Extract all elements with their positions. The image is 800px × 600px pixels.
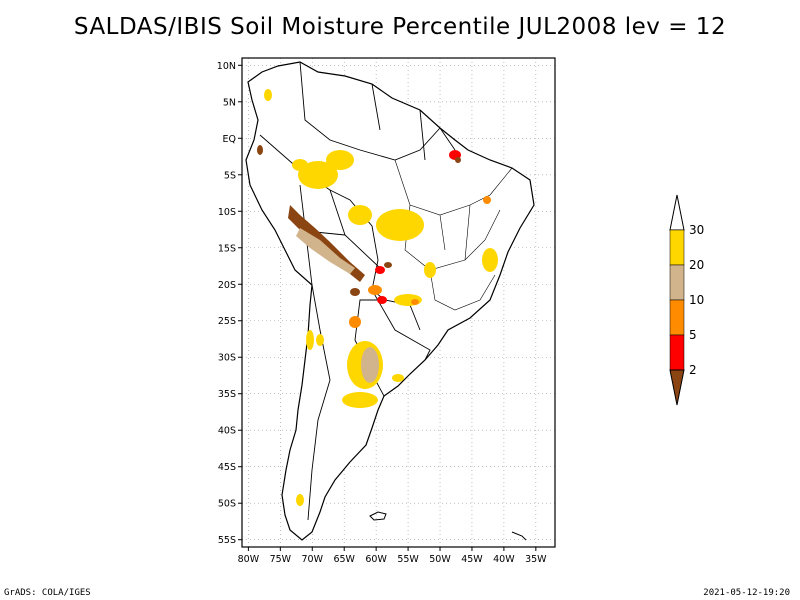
lat-tick-label: 40S (218, 426, 236, 437)
map-frame (241, 57, 556, 548)
longitude-tick-labels: 80W 75W 70W 65W 60W 55W 50W 45W 40W 35W (238, 547, 547, 565)
legend-swatch (669, 299, 685, 336)
shade-yellow (424, 262, 436, 278)
lat-tick-label: 5S (224, 170, 236, 181)
lon-tick-label: 40W (493, 554, 515, 565)
brazil-state-borders (394, 159, 513, 311)
lon-tick-label: 70W (302, 554, 324, 565)
shade-yellow (298, 161, 338, 189)
shade-yellow (392, 374, 404, 382)
legend-bottom-arrow (669, 369, 685, 406)
shade-red (375, 266, 385, 274)
shade-yellow (326, 150, 354, 170)
legend-swatch (669, 334, 685, 371)
latitude-tick-labels: 10N 5N EQ 5S 10S 15S 20S 25S 30S 35S 40S 45S 50S 55S (217, 61, 242, 546)
shade-yellow (306, 330, 314, 350)
lon-tick-label: 35W (525, 554, 547, 565)
shade-orange (349, 316, 361, 328)
lat-tick-label: 10S (218, 207, 236, 218)
shade-brown (384, 262, 392, 268)
shade-red (377, 296, 387, 304)
shade-brown (455, 157, 461, 163)
timestamp: 2021-05-12-19:20 (703, 588, 790, 598)
lat-tick-label: 5N (223, 97, 236, 108)
legend-swatch (669, 264, 685, 301)
lon-tick-label: 50W (429, 554, 451, 565)
lat-tick-label: 55S (218, 535, 236, 546)
lat-tick-label: 10N (217, 61, 236, 72)
shade-tan-band (296, 228, 355, 274)
shade-orange (411, 299, 419, 305)
shade-tan (361, 347, 379, 383)
shade-yellow (342, 392, 378, 408)
lat-tick-label: EQ (223, 134, 236, 145)
lon-tick-label: 65W (333, 554, 355, 565)
legend-label: 2 (689, 363, 697, 377)
shade-yellow (376, 209, 424, 241)
map-title: SALDAS/IBIS Soil Moisture Percentile JUL… (73, 14, 727, 40)
shade-orange (483, 196, 491, 204)
lat-tick-label: 20S (218, 280, 236, 291)
grads-credit: GrADS: COLA/IGES (4, 588, 91, 598)
legend-label: 10 (689, 293, 704, 307)
shade-yellow (482, 248, 498, 272)
legend-swatch (669, 229, 685, 266)
south-america-landmass (245, 61, 535, 541)
shade-orange (368, 285, 382, 295)
falkland-islands (369, 511, 387, 521)
lon-tick-label: 45W (461, 554, 483, 565)
lat-tick-label: 15S (218, 243, 236, 254)
lon-tick-label: 60W (365, 554, 387, 565)
lat-tick-label: 25S (218, 316, 236, 327)
color-legend: 30 20 10 5 2 (669, 194, 704, 406)
lat-tick-label: 35S (218, 389, 236, 400)
shade-yellow (348, 205, 372, 225)
shade-brown (257, 145, 263, 155)
legend-top-arrow (669, 194, 685, 231)
lat-tick-label: 50S (218, 499, 236, 510)
legend-label: 30 (689, 223, 704, 237)
lat-tick-label: 30S (218, 353, 236, 364)
shade-yellow (292, 159, 308, 171)
south-georgia (511, 531, 527, 541)
legend-label: 20 (689, 258, 704, 272)
shade-brown (350, 288, 360, 296)
soil-moisture-shading (257, 89, 498, 506)
shade-yellow (264, 89, 272, 101)
shade-yellow (316, 334, 324, 346)
lon-tick-label: 75W (270, 554, 292, 565)
shade-yellow (296, 494, 304, 506)
lon-tick-label: 55W (397, 554, 419, 565)
lon-tick-label: 80W (238, 554, 260, 565)
lat-tick-label: 45S (218, 462, 236, 473)
legend-label: 5 (689, 328, 697, 342)
